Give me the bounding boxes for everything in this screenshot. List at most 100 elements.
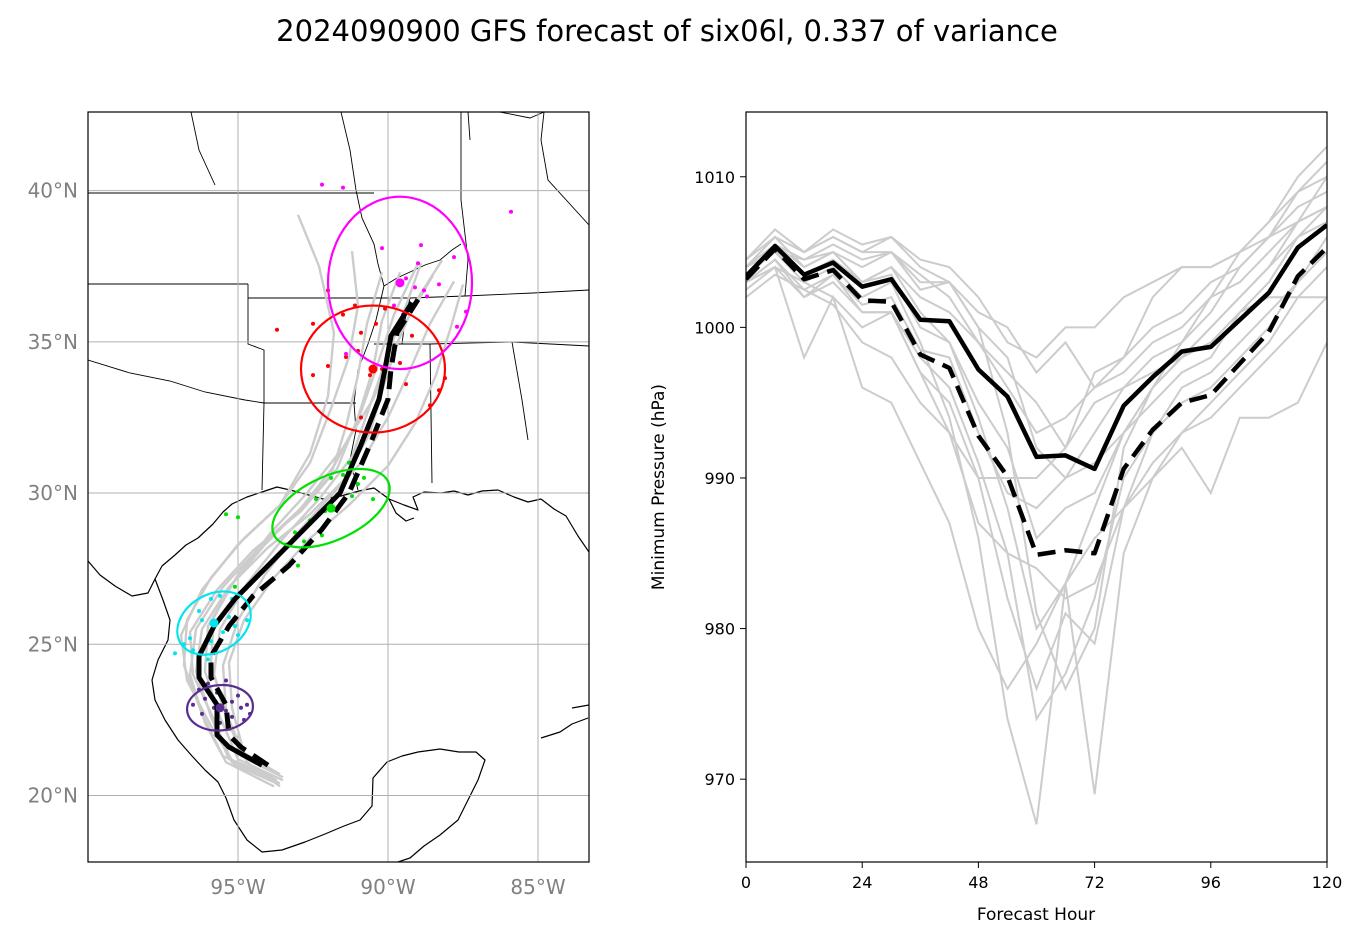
member-position-point	[419, 243, 423, 248]
member-position-point	[296, 563, 300, 568]
pressure-xtick-label: 24	[852, 873, 872, 892]
member-position-point	[233, 624, 237, 629]
member-position-point	[230, 699, 234, 704]
pressure-xlabel: Forecast Hour	[977, 905, 1095, 925]
member-position-point	[455, 324, 459, 329]
member-position-point	[188, 636, 192, 641]
member-position-point	[203, 696, 207, 701]
member-position-point	[341, 185, 345, 190]
pressure-xtick-label: 72	[1084, 873, 1104, 892]
member-position-point	[224, 512, 228, 517]
pressure-ticks: 0 24 48 72 96 120 970 980 990 1000 1010	[694, 168, 1342, 892]
member-position-point	[413, 285, 417, 290]
member-position-point	[416, 261, 420, 266]
figure-title: 2024090900 GFS forecast of six06l, 0.337…	[276, 14, 1058, 48]
member-position-point	[311, 373, 315, 378]
member-position-point	[374, 321, 378, 326]
pressure-member-line-2	[746, 161, 1327, 692]
pressure-ytick-label: 980	[704, 620, 735, 639]
mean-track-dashed	[208, 298, 421, 768]
pressure-xtick-label: 120	[1312, 873, 1343, 892]
member-position-point	[302, 539, 306, 544]
map-ytick-label: 35°N	[28, 330, 78, 354]
map-ytick-label: 40°N	[28, 179, 78, 203]
uncertainty-ellipse-2	[271, 467, 391, 549]
pressure-member-line-8	[746, 265, 1327, 691]
member-position-point	[362, 475, 366, 480]
pressure-mean-lines	[746, 223, 1327, 558]
member-position-point	[344, 354, 348, 359]
coastline-florida	[540, 498, 589, 553]
member-position-point	[344, 351, 348, 356]
member-position-point	[224, 678, 228, 683]
member-position-point	[452, 255, 456, 260]
member-position-point	[341, 472, 345, 477]
ellipse-center-4	[395, 278, 405, 288]
uncertainty-ellipse-0	[185, 683, 255, 732]
pressure-member-lines	[746, 145, 1327, 825]
pressure-member-line-6	[746, 236, 1327, 692]
pressure-xtick-label: 48	[968, 873, 988, 892]
member-position-point	[200, 618, 204, 623]
member-position-point	[221, 630, 225, 635]
member-position-point	[209, 639, 213, 644]
pressure-member-line-9	[746, 190, 1327, 450]
mean-track-solid	[196, 301, 415, 768]
member-position-point	[218, 593, 222, 598]
member-position-point	[227, 615, 231, 620]
member-position-point	[293, 530, 297, 535]
member-position-point	[314, 497, 318, 502]
map-ytick-label: 25°N	[28, 632, 78, 656]
member-position-point	[311, 321, 315, 326]
member-position-point	[341, 312, 345, 317]
pressure-xtick-label: 0	[741, 873, 751, 892]
member-position-point	[206, 681, 210, 686]
member-position-point	[422, 288, 426, 293]
member-position-point	[329, 475, 333, 480]
member-position-point	[191, 702, 195, 707]
member-position-point	[173, 651, 177, 656]
member-position-point	[404, 382, 408, 387]
member-position-point	[245, 702, 249, 707]
coastline-cuba	[540, 717, 589, 739]
pressure-member-line-10	[746, 265, 1327, 600]
ellipse-center-3	[368, 364, 378, 374]
pressure-member-line-16	[746, 206, 1327, 390]
map-xtick-label: 85°W	[510, 875, 565, 899]
member-position-point	[275, 327, 279, 332]
member-position-point	[368, 373, 372, 378]
pressure-frame	[745, 111, 1328, 863]
map-ytick-label: 20°N	[28, 783, 78, 807]
ellipse-center-0	[215, 703, 225, 713]
member-position-point	[233, 584, 237, 589]
member-position-point	[398, 361, 402, 366]
map-panel: 95°W 90°W 85°W 20°N 25°N 30°N 35°N 40°N	[28, 111, 590, 899]
pressure-member-line-7	[746, 206, 1327, 435]
state-borders	[88, 112, 589, 491]
map-ytick-label: 30°N	[28, 481, 78, 505]
member-position-point	[404, 276, 408, 281]
ellipse-center-2	[326, 503, 336, 513]
pressure-member-line-3	[746, 251, 1327, 722]
member-position-point	[236, 515, 240, 520]
uncertainty-ellipse-3	[299, 304, 447, 434]
member-track-5	[227, 284, 465, 776]
member-position-point	[236, 633, 240, 638]
member-position-point	[320, 533, 324, 538]
coastline-cuba-2	[571, 704, 589, 709]
member-position-point	[326, 364, 330, 369]
member-position-point	[350, 494, 354, 499]
pressure-ytick-label: 990	[704, 469, 735, 488]
pressure-ylabel: Minimum Pressure (hPa)	[649, 384, 669, 590]
map-frame	[87, 111, 590, 863]
member-position-point	[239, 705, 243, 710]
member-position-point	[200, 711, 204, 716]
lake-erie-shore	[499, 112, 545, 119]
member-position-point	[356, 481, 360, 486]
pressure-ytick-label: 1000	[694, 318, 735, 337]
member-position-point	[236, 693, 240, 698]
member-position-point	[380, 246, 384, 251]
member-position-point	[509, 209, 513, 214]
member-track-7	[203, 271, 384, 782]
